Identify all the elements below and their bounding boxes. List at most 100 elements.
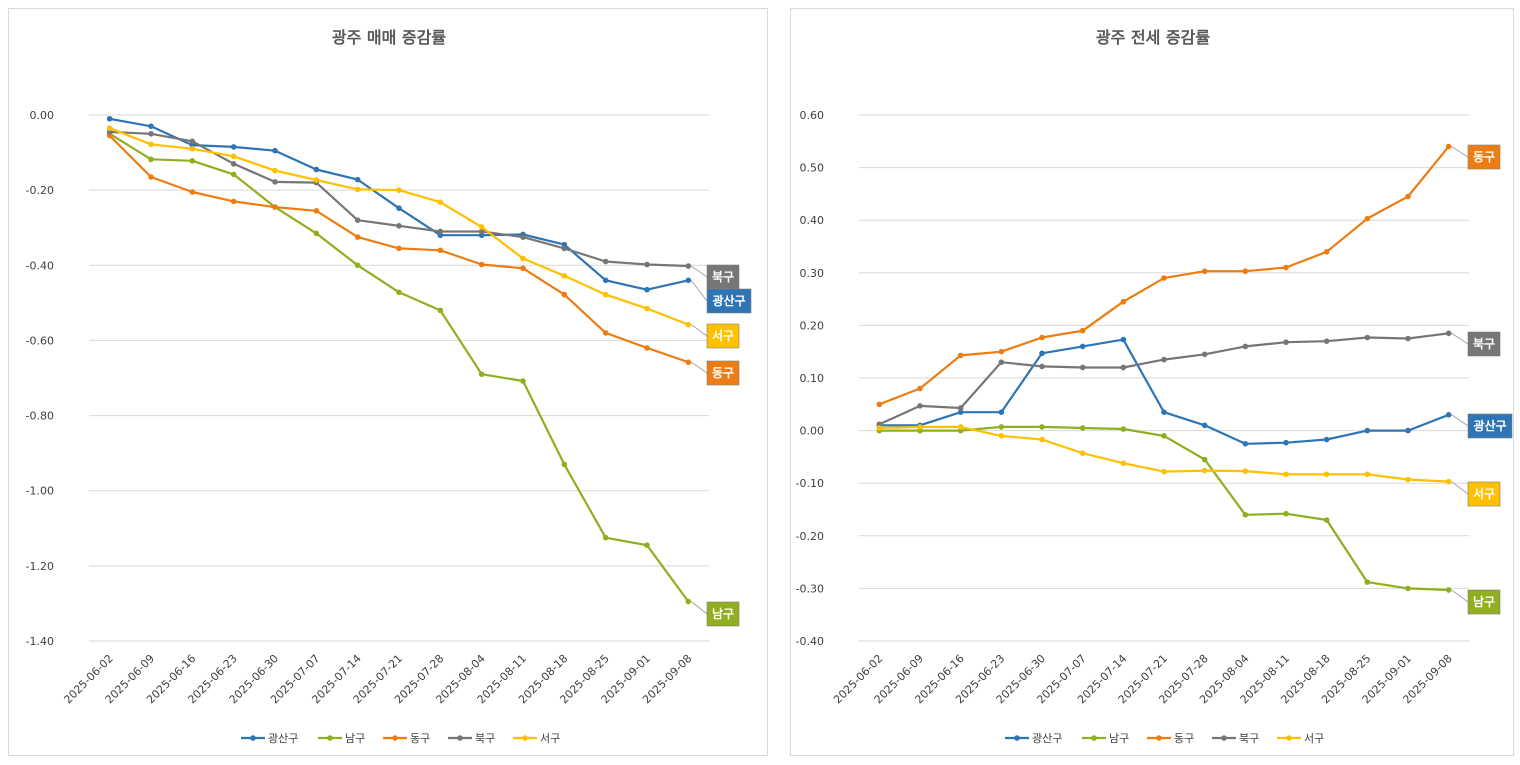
jeonse-data-point-광산구 [1364,427,1371,434]
jeonse-data-point-동구 [917,385,923,392]
jeonse-legend-label: 광산구 [1032,732,1062,745]
jeonse-y-tick-label: 0.00 [800,425,825,438]
sale-end-label-box [706,288,752,314]
sale-data-point-남구 [478,371,485,378]
jeonse-data-point-북구 [1039,363,1045,370]
sale-data-point-서구 [602,291,609,298]
jeonse-series-line-남구 [879,425,1449,592]
jeonse-data-point-북구 [1201,351,1208,358]
sale-data-point-북구 [437,228,444,235]
sale-y-tick-label: -1.20 [26,560,54,573]
jeonse-legend-swatch-dot [1091,735,1097,741]
jeonse-data-point-북구 [1283,339,1289,346]
jeonse-end-label: 남구 [1473,594,1495,609]
jeonse-data-point-동구 [1445,143,1452,150]
jeonse-data-point-서구 [957,424,964,430]
jeonse-data-point-서구 [1079,450,1086,457]
jeonse-data-point-동구 [1039,334,1045,341]
jeonse-y-tick-label: -0.40 [796,635,824,648]
jeonse-chart-title: 광주 전세 증감률 [1096,28,1210,47]
jeonse-y-tick-label: 0.50 [800,162,825,175]
jeonse-y-tick-label: -0.10 [796,477,824,490]
sale-data-point-광산구 [644,286,650,293]
jeonse-data-point-남구 [998,424,1005,430]
jeonse-data-point-광산구 [998,409,1005,415]
sale-data-point-광산구 [313,166,320,173]
sale-data-point-남구 [189,158,196,164]
sale-data-point-남구 [313,230,320,237]
sale-data-point-남구 [437,307,444,314]
sale-data-point-동구 [396,245,402,252]
jeonse-data-point-광산구 [1120,336,1127,343]
jeonse-data-point-광산구 [1445,412,1452,418]
sale-data-point-북구 [396,223,402,229]
sale-data-point-서구 [396,187,402,193]
sale-legend-item: 남구 [318,732,365,745]
jeonse-data-point-동구 [1161,275,1167,281]
jeonse-end-label-leader [1451,332,1469,345]
sale-data-point-동구 [272,204,278,210]
sale-data-point-동구 [561,291,568,298]
sale-data-point-서구 [561,273,568,279]
sale-data-point-북구 [230,161,237,167]
jeonse-data-point-광산구 [957,409,964,415]
jeonse-data-point-광산구 [1201,422,1208,429]
sale-data-point-동구 [685,359,692,366]
sale-end-label-leader [690,280,708,302]
jeonse-data-point-광산구 [1242,440,1249,447]
jeonse-end-label-box [1467,589,1501,615]
jeonse-data-point-동구 [1283,264,1289,271]
jeonse-legend-label: 서구 [1304,732,1324,745]
chart-sale-svg: 광주 매매 증감률 0.00 -0.20 -0.40 -0.60 -0.80 -1.00 -1… [26,28,752,745]
jeonse-end-label: 동구 [1473,150,1495,164]
jeonse-data-point-북구 [957,405,964,411]
sale-end-label: 동구 [712,366,734,380]
jeonse-legend-label: 남구 [1109,732,1129,745]
sale-end-label: 북구 [712,270,734,284]
jeonse-legend-item: 서구 [1277,732,1324,745]
sale-chart-title: 광주 매매 증감률 [332,28,446,47]
chart-jeonse-svg: 광주 전세 증감률 0.60 0.50 0.40 0.30 0.20 0.10 0.00 -0.… [796,28,1513,745]
jeonse-data-point-북구 [917,403,923,409]
sale-data-point-서구 [272,167,278,174]
sale-end-label-box [706,360,740,386]
sale-data-point-북구 [561,245,568,252]
jeonse-data-point-서구 [1161,468,1167,475]
jeonse-y-tick-label: 0.30 [800,267,825,280]
jeonse-data-point-동구 [1079,327,1086,334]
jeonse-data-point-동구 [876,401,883,408]
sale-data-point-남구 [148,156,154,163]
jeonse-data-point-남구 [1242,511,1249,518]
sale-data-point-서구 [644,305,650,312]
jeonse-data-point-북구 [1161,356,1167,363]
jeonse-data-point-광산구 [1161,409,1167,415]
jeonse-data-point-광산구 [1405,427,1411,434]
sale-data-point-동구 [189,189,196,195]
sale-data-point-북구 [148,130,154,137]
jeonse-end-label-box [1467,413,1513,439]
sale-end-label: 서구 [712,328,734,343]
sale-legend-label: 남구 [345,732,365,745]
sale-data-point-남구 [561,461,568,468]
jeonse-legend-item: 남구 [1082,732,1129,745]
sale-data-point-동구 [520,265,526,272]
sale-data-point-북구 [644,261,650,268]
sale-legend-swatch-dot [457,735,463,741]
sale-end-label-leader [691,265,708,278]
sale-data-point-남구 [396,289,402,296]
sale-y-tick-label: -0.40 [26,259,54,272]
sale-data-point-북구 [602,258,609,265]
jeonse-data-point-동구 [998,348,1005,355]
jeonse-data-point-남구 [1364,579,1371,585]
jeonse-data-point-동구 [1364,215,1371,222]
jeonse-data-point-서구 [1445,478,1452,485]
sale-data-point-광산구 [106,115,113,122]
jeonse-data-point-서구 [1242,468,1249,474]
jeonse-data-point-서구 [1039,436,1045,443]
sale-series-line-남구 [109,132,690,603]
jeonse-end-label-leader [1451,589,1469,603]
jeonse-y-tick-label: -0.20 [796,530,824,543]
sale-data-point-북구 [272,179,278,185]
jeonse-data-point-광산구 [1079,343,1086,350]
jeonse-data-point-북구 [1364,334,1371,341]
